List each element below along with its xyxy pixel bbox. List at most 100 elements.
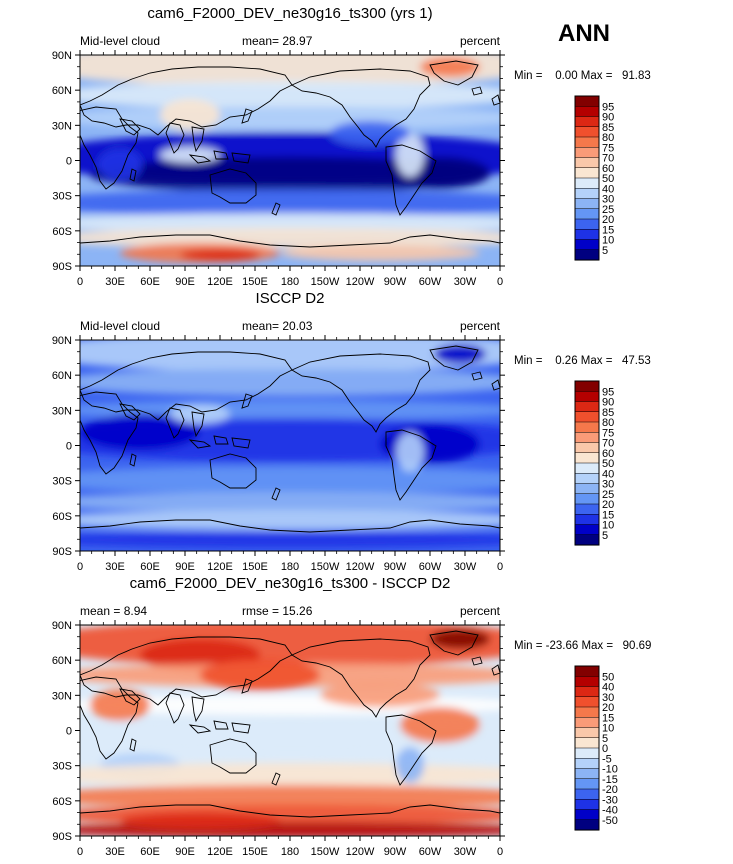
min-max-label: Min = -23.66 Max = 90.69 xyxy=(514,640,651,652)
colorbar-label: 80 xyxy=(602,132,614,144)
lon-tick-label: 30W xyxy=(454,276,477,288)
lon-tick-label: 60E xyxy=(140,276,160,288)
colorbar-box xyxy=(574,778,600,790)
lon-tick-label: 60W xyxy=(419,561,442,573)
lat-tick-label: 90N xyxy=(52,620,72,632)
colorbar-label: 5 xyxy=(602,530,608,542)
colorbar-box xyxy=(574,411,600,423)
min-max-label: Min = 0.00 Max = 91.83 xyxy=(514,70,651,82)
colorbar-label: 60 xyxy=(602,448,614,460)
lon-tick-label: 150W xyxy=(311,561,340,573)
lon-tick-label: 120E xyxy=(207,561,233,573)
colorbar-label: 90 xyxy=(602,112,614,124)
colorbar-label: 5 xyxy=(602,245,608,257)
colorbar-label: -40 xyxy=(602,805,618,817)
colorbar-box xyxy=(574,534,600,546)
lon-tick-label: 60E xyxy=(140,846,160,858)
map-field xyxy=(80,625,500,836)
lon-tick-label: 30E xyxy=(105,276,125,288)
colorbar-label: -15 xyxy=(602,774,618,786)
colorbar-label: 30 xyxy=(602,692,614,704)
lon-tick-label: 0 xyxy=(497,561,503,573)
colorbar-label: 90 xyxy=(602,397,614,409)
lat-tick-label: 30N xyxy=(52,120,72,132)
lon-tick-label: 150E xyxy=(242,561,268,573)
lat-tick-label: 30S xyxy=(52,191,72,203)
colorbar-box xyxy=(574,116,600,128)
colorbar-label: 95 xyxy=(602,386,614,398)
colorbar-label: 80 xyxy=(602,417,614,429)
colorbar-box xyxy=(574,768,600,780)
colorbar-box xyxy=(574,167,600,179)
colorbar-label: 0 xyxy=(602,743,608,755)
colorbar-box xyxy=(574,106,600,118)
lon-tick-label: 180 xyxy=(281,561,299,573)
colorbar-box xyxy=(574,401,600,413)
colorbar-box xyxy=(574,147,600,159)
colorbar-label: 30 xyxy=(602,479,614,491)
lat-tick-label: 90S xyxy=(52,546,72,558)
lat-tick-label: 60N xyxy=(52,655,72,667)
colorbar-label: 70 xyxy=(602,153,614,165)
lat-tick-label: 60S xyxy=(52,511,72,523)
lat-tick-label: 60N xyxy=(52,85,72,97)
lat-tick-label: 0 xyxy=(66,441,72,453)
colorbar-box xyxy=(574,391,600,403)
lon-tick-label: 60W xyxy=(419,276,442,288)
panel-variable-label: Mid-level cloud xyxy=(80,319,160,333)
panel-title: cam6_F2000_DEV_ne30g16_ts300 - ISCCP D2 xyxy=(130,575,451,592)
colorbar-label: 85 xyxy=(602,407,614,419)
lat-tick-label: 30N xyxy=(52,405,72,417)
colorbar-box xyxy=(574,799,600,811)
lat-tick-label: 90N xyxy=(52,335,72,347)
lon-tick-label: 0 xyxy=(77,276,83,288)
colorbar-label: 50 xyxy=(602,458,614,470)
lon-tick-label: 30W xyxy=(454,846,477,858)
colorbar-label: 85 xyxy=(602,122,614,134)
panel-units: percent xyxy=(460,319,501,333)
colorbar-box xyxy=(574,514,600,526)
lon-tick-label: 150E xyxy=(242,276,268,288)
colorbar-label: 50 xyxy=(602,671,614,683)
colorbar-label: 10 xyxy=(602,723,614,735)
lat-tick-label: 0 xyxy=(66,726,72,738)
lon-tick-label: 180 xyxy=(281,846,299,858)
colorbar-label: 40 xyxy=(602,682,614,694)
colorbar-label: 10 xyxy=(602,520,614,532)
map-field xyxy=(80,55,500,266)
colorbar-box xyxy=(574,493,600,505)
colorbar-label: -20 xyxy=(602,784,618,796)
lon-tick-label: 150W xyxy=(311,276,340,288)
colorbar-label: -10 xyxy=(602,764,618,776)
lon-tick-label: 60E xyxy=(140,561,160,573)
lon-tick-label: 180 xyxy=(281,276,299,288)
panel-variable-label: Mid-level cloud xyxy=(80,34,160,48)
lon-tick-label: 120E xyxy=(207,276,233,288)
colorbar-box xyxy=(574,462,600,474)
season-label: ANN xyxy=(558,20,610,47)
colorbar-label: 30 xyxy=(602,194,614,206)
panel-1: cam6_F2000_DEV_ne30g16_ts300 (yrs 1) Mid-… xyxy=(52,5,651,288)
colorbar-label: 20 xyxy=(602,702,614,714)
colorbar-label: 75 xyxy=(602,427,614,439)
lat-tick-label: 60N xyxy=(52,370,72,382)
colorbar-label: 60 xyxy=(602,163,614,175)
colorbar-box xyxy=(574,177,600,189)
colorbar-box xyxy=(574,126,600,138)
colorbar-box xyxy=(574,95,600,107)
colorbar-label: 25 xyxy=(602,489,614,501)
colorbar-box xyxy=(574,208,600,220)
colorbar-label: 10 xyxy=(602,235,614,247)
colorbar-box xyxy=(574,696,600,708)
panel-3: cam6_F2000_DEV_ne30g16_ts300 - ISCCP D2 m… xyxy=(52,575,652,858)
colorbar-box xyxy=(574,524,600,536)
lon-tick-label: 30W xyxy=(454,561,477,573)
panel-title: cam6_F2000_DEV_ne30g16_ts300 (yrs 1) xyxy=(147,5,432,22)
lon-tick-label: 60W xyxy=(419,846,442,858)
colorbar-label: 20 xyxy=(602,499,614,511)
lat-tick-label: 30S xyxy=(52,476,72,488)
colorbar-label: 40 xyxy=(602,468,614,480)
lon-tick-label: 90W xyxy=(384,561,407,573)
